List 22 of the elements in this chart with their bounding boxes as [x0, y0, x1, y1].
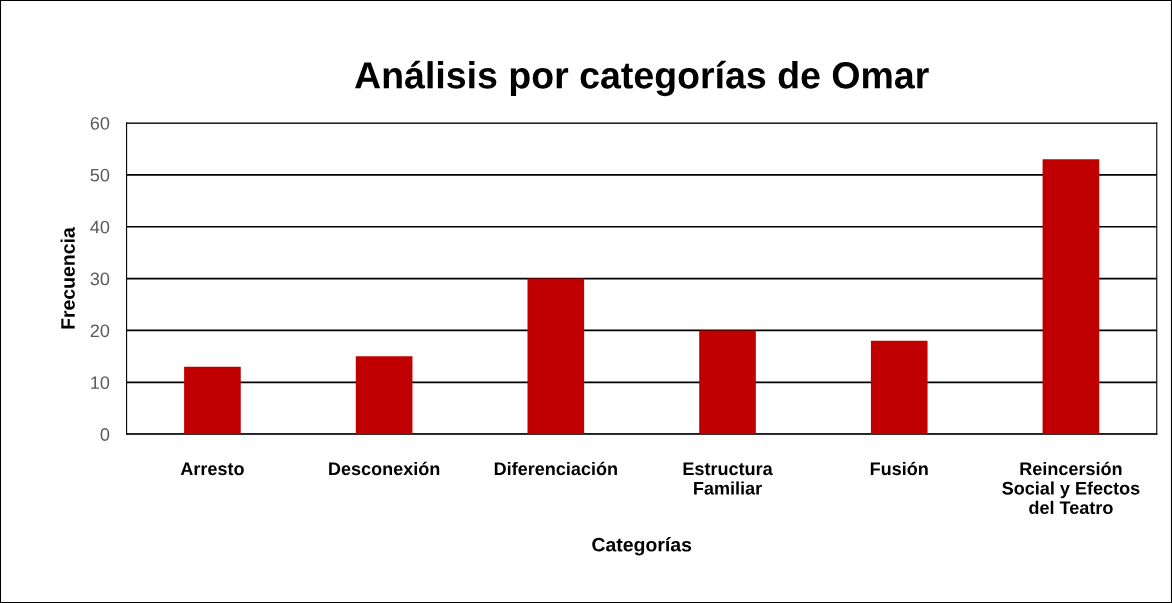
- x-tick-label: Diferenciación: [494, 461, 617, 476]
- x-tick-label: Estructura Familiar: [683, 462, 773, 495]
- y-tick-label: 60: [90, 116, 110, 130]
- x-tick-label: Reincersión Social y Efectos del Teatro: [1002, 461, 1140, 515]
- y-tick-label: 50: [90, 168, 110, 182]
- y-tick-label: 40: [90, 220, 110, 234]
- x-tick-label: Desconexión: [329, 461, 440, 476]
- bar: [699, 330, 756, 435]
- x-axis-title: Categorías: [592, 537, 692, 556]
- x-tick-label: Arresto: [180, 462, 244, 476]
- y-tick-label: 30: [90, 272, 110, 286]
- bar: [870, 340, 928, 435]
- x-tick-label: Fusión: [870, 461, 928, 476]
- y-tick-label: 10: [91, 376, 110, 390]
- bar: [184, 366, 241, 435]
- bar: [1042, 159, 1100, 435]
- bar: [527, 278, 585, 435]
- chart-title: Análisis por categorías de Omar: [355, 60, 929, 97]
- y-tick-label: 20: [90, 324, 110, 338]
- bar: [355, 356, 413, 435]
- y-axis-title: Frecuencia: [60, 227, 75, 329]
- y-tick-label: 0: [100, 428, 110, 441]
